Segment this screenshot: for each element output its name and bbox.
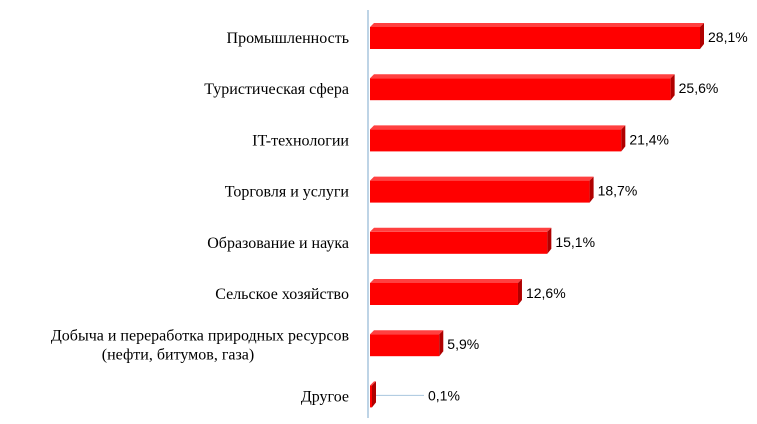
data-label: 0,1% — [428, 387, 460, 403]
data-label: 12,6% — [526, 285, 566, 301]
bar-front-face — [370, 27, 700, 49]
bar-side-face — [700, 23, 704, 49]
bar-front-face — [370, 78, 671, 101]
data-labels-group: 28,1% 25,6% 21,4% 18,7% 15,1% 12,6% 5,9% 0,1% — [376, 29, 748, 403]
bar-side-face — [589, 176, 594, 203]
bar-side-face — [547, 227, 552, 254]
bar-top-face — [370, 330, 444, 335]
bar-side-face — [439, 330, 444, 357]
data-label: 15,1% — [555, 234, 595, 250]
category-label: IT-технологии — [252, 132, 349, 149]
bar-top-face — [370, 227, 552, 232]
category-label: Торговля и услуги — [225, 184, 350, 201]
bar-side-face — [621, 125, 626, 152]
category-label: Туристическая сфера — [204, 81, 349, 98]
bar — [370, 330, 444, 357]
bar-top-face — [370, 125, 626, 130]
category-label: Промышленность — [227, 30, 349, 47]
data-label: 28,1% — [708, 29, 748, 45]
bar — [370, 227, 552, 254]
category-label: Другое — [301, 388, 349, 405]
category-label-line: Промышленность — [227, 30, 349, 47]
category-labels-group: Промышленность Туристическая сфера IT-техн… — [51, 30, 350, 405]
category-label-line: (нефти, битумов, газа) — [102, 347, 254, 364]
category-label-line: Сельское хозяйство — [215, 286, 349, 303]
category-label-line: Образование и наука — [207, 235, 349, 252]
category-label: Сельское хозяйство — [215, 286, 349, 303]
bar-top-face — [370, 381, 376, 386]
category-label-line: Туристическая сфера — [204, 81, 349, 98]
category-label-line: IT-технологии — [252, 132, 349, 149]
category-label: Добыча и переработка природных ресурсов (… — [51, 328, 350, 364]
bars-group — [370, 23, 704, 408]
bar-side-face — [372, 381, 376, 408]
bar — [370, 381, 376, 408]
bar-top-face — [370, 23, 704, 27]
bar-side-face — [670, 74, 675, 101]
bar-side-face — [517, 279, 522, 305]
data-label: 21,4% — [629, 131, 669, 147]
bar — [370, 176, 594, 203]
bar-front-face — [370, 385, 372, 408]
bar-top-face — [370, 176, 594, 181]
bar-top-face — [370, 74, 675, 79]
category-label-line: Другое — [301, 388, 349, 405]
category-label: Образование и наука — [207, 235, 349, 252]
data-label: 25,6% — [679, 80, 719, 96]
bar — [370, 279, 522, 305]
category-label-line: Добыча и переработка природных ресурсов — [51, 328, 350, 345]
bar-front-face — [370, 334, 440, 357]
bar — [370, 125, 626, 152]
bar-front-face — [370, 129, 622, 152]
category-label-line: Торговля и услуги — [225, 184, 350, 201]
bar-front-face — [370, 231, 548, 254]
bar-front-face — [370, 283, 518, 305]
bar-top-face — [370, 279, 522, 283]
bar — [370, 74, 675, 101]
bar — [370, 23, 704, 49]
bar-front-face — [370, 180, 590, 203]
data-label: 5,9% — [447, 336, 479, 352]
data-label: 18,7% — [598, 183, 638, 199]
